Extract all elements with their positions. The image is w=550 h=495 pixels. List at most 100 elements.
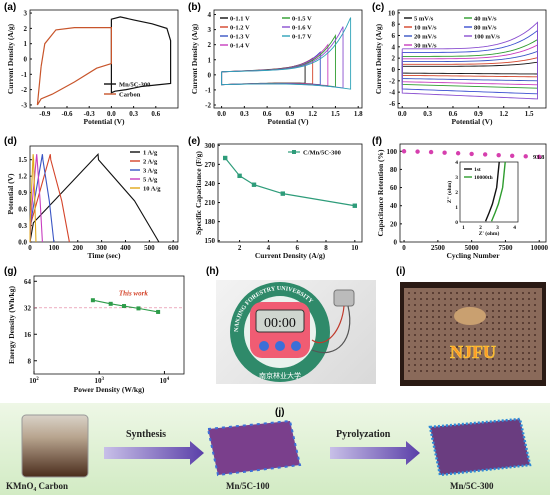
board-hole xyxy=(486,328,488,330)
board-hole xyxy=(510,292,512,294)
board-hole xyxy=(414,334,416,336)
y-tick-label: 60 xyxy=(390,184,398,192)
board-hole xyxy=(426,322,428,324)
board-hole xyxy=(492,370,494,372)
board-hole xyxy=(516,340,518,342)
board-hole xyxy=(468,334,470,336)
data-point xyxy=(122,304,127,309)
y-tick-label: 270 xyxy=(205,161,216,169)
y-tick-label: 180 xyxy=(205,218,216,226)
board-hole xyxy=(522,304,524,306)
board-hole xyxy=(498,304,500,306)
board-hole xyxy=(522,310,524,312)
board-hole xyxy=(408,340,410,342)
x-tick-label: 8 xyxy=(324,244,328,252)
board-hole xyxy=(528,298,530,300)
board-hole xyxy=(426,328,428,330)
board-hole xyxy=(462,304,464,306)
board-hole xyxy=(414,328,416,330)
synthesis-arrow xyxy=(104,441,204,465)
data-point xyxy=(428,149,434,155)
x-axis-label: Potential (V) xyxy=(83,117,125,126)
board-hole xyxy=(498,334,500,336)
board-hole xyxy=(438,334,440,336)
board-hole xyxy=(474,352,476,354)
data-point xyxy=(251,182,257,187)
led-board-illustration: NJFU xyxy=(404,288,542,380)
board-hole xyxy=(420,322,422,324)
board-hole xyxy=(408,310,410,312)
board-hole xyxy=(414,298,416,300)
x-tick-label: 0.6 xyxy=(263,110,272,118)
board-hole xyxy=(534,310,536,312)
board-hole xyxy=(492,310,494,312)
board-hole xyxy=(438,364,440,366)
board-hole xyxy=(516,310,518,312)
board-hole xyxy=(408,322,410,324)
board-hole xyxy=(444,364,446,366)
board-hole xyxy=(426,346,428,348)
inset-series-0 xyxy=(484,161,500,222)
data-point xyxy=(537,154,542,160)
board-hole xyxy=(414,358,416,360)
pyrolyzation-arrow xyxy=(330,441,420,465)
board-hole xyxy=(486,316,488,318)
board-hole xyxy=(534,298,536,300)
board-hole xyxy=(432,334,434,336)
legend-marker xyxy=(292,150,296,154)
label-start: KMnO₄ Carbon xyxy=(6,481,68,491)
board-hole xyxy=(420,334,422,336)
board-hole xyxy=(504,292,506,294)
x-tick-label: 0.3 xyxy=(423,110,432,118)
board-hole xyxy=(498,292,500,294)
board-hole xyxy=(444,316,446,318)
y-tick-label: 0 xyxy=(394,239,398,247)
board-hole xyxy=(486,322,488,324)
board-hole xyxy=(450,328,452,330)
legend-label: 5 mV/s xyxy=(414,16,434,23)
board-hole xyxy=(444,322,446,324)
board-hole xyxy=(432,364,434,366)
board-hole xyxy=(486,298,488,300)
board-hole xyxy=(480,328,482,330)
y-tick-label: 1.5 xyxy=(18,156,27,164)
board-hole xyxy=(414,370,416,372)
board-hole xyxy=(492,334,494,336)
board-hole xyxy=(522,358,524,360)
y-tick-label: 1 xyxy=(24,40,28,48)
y-axis-label: Capacitance Retention (%) xyxy=(376,149,385,237)
board-hole xyxy=(432,358,434,360)
legend-label: Mn/5C-300 xyxy=(119,82,150,89)
board-hole xyxy=(414,340,416,342)
board-hole xyxy=(534,328,536,330)
synthesis-scheme: (j) KMnO₄ Carbon Synthesis Mn/5C-100 Pyr… xyxy=(0,403,550,495)
label-end: Mn/5C-300 xyxy=(450,481,494,491)
inset-y-tick: 3 xyxy=(455,175,458,181)
board-hole xyxy=(456,364,458,366)
y-tick-label: 3 xyxy=(24,10,28,18)
series-line xyxy=(224,157,355,207)
legend-label: 10 mV/s xyxy=(414,25,437,32)
x-tick-exp: 4 xyxy=(167,377,170,382)
board-hole xyxy=(468,370,470,372)
board-hole xyxy=(528,340,530,342)
board-hole xyxy=(498,340,500,342)
x-axis-label: Time (sec) xyxy=(88,251,121,260)
y-tick-label: 0 xyxy=(392,66,396,74)
board-hole xyxy=(480,364,482,366)
board-hole xyxy=(498,346,500,348)
board-hole xyxy=(462,358,464,360)
board-hole xyxy=(516,334,518,336)
board-hole xyxy=(492,304,494,306)
board-hole xyxy=(462,328,464,330)
board-hole xyxy=(438,292,440,294)
y-tick-label: 32 xyxy=(24,304,32,312)
x-tick-label: 5000 xyxy=(465,244,480,252)
board-hole xyxy=(408,346,410,348)
board-hole xyxy=(444,298,446,300)
board-hole xyxy=(414,322,416,324)
board-hole xyxy=(426,316,428,318)
board-hole xyxy=(420,352,422,354)
board-hole xyxy=(426,292,428,294)
board-hole xyxy=(522,340,524,342)
